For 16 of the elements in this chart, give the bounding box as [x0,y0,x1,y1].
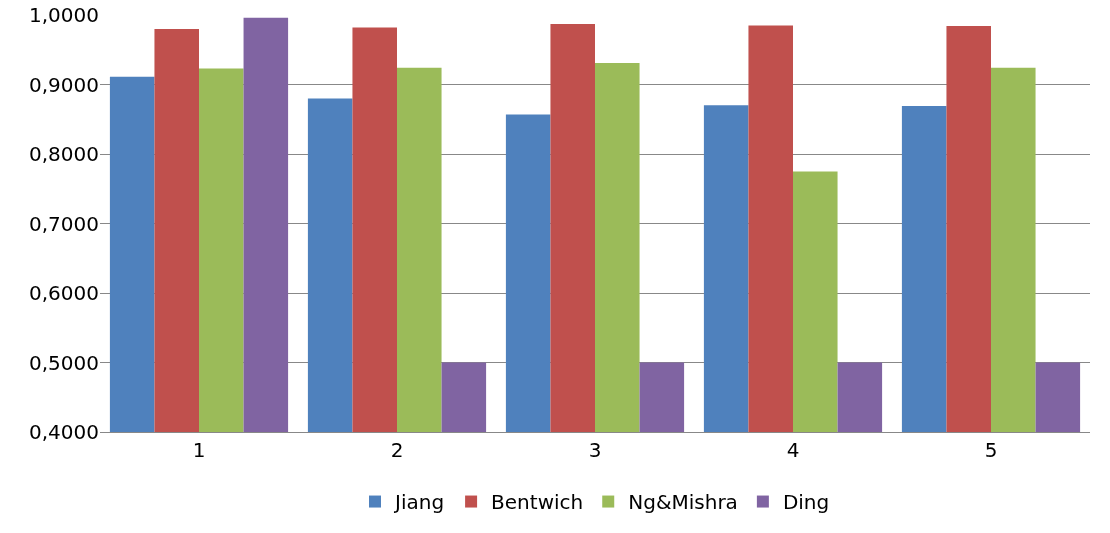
x-tick-label: 3 [588,438,602,462]
x-tick-label: 1 [192,438,206,462]
x-tick-label: 2 [390,438,404,462]
y-tick-label: 0,6000 [29,281,99,305]
y-tick-label: 0,7000 [29,211,99,236]
legend-label: Bentwich [491,490,584,515]
y-tick-label: 0,5000 [29,350,99,375]
y-tick-label: 1,0000 [29,3,99,27]
legend-label: Ng&Mishra [628,490,738,515]
legend-label: Jiang [393,490,445,515]
legend-label: Ding [782,490,830,515]
y-tick-label: 0,8000 [29,142,99,166]
y-tick-label: 0,4000 [29,420,99,444]
y-tick-label: 0,9000 [29,72,99,97]
x-tick-label: 4 [786,438,800,462]
x-tick-label: 5 [984,438,998,462]
